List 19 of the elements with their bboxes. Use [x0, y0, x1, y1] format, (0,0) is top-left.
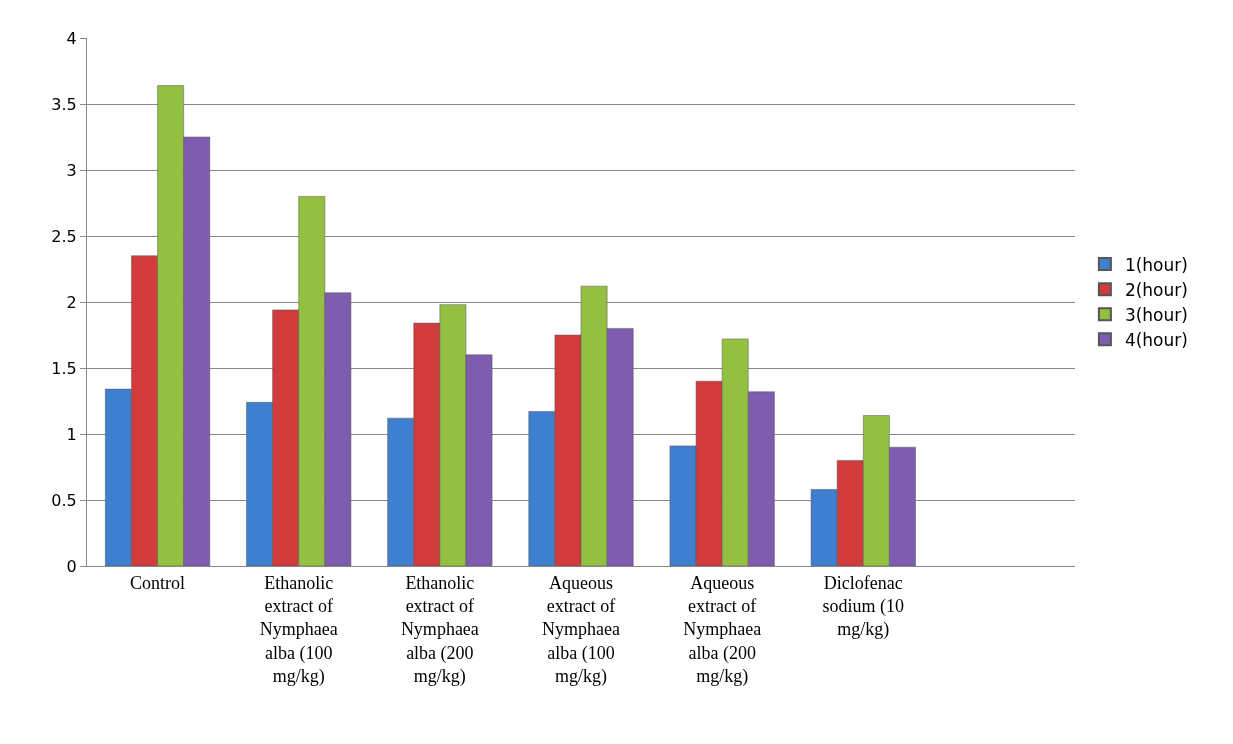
y-tick-label: 3	[66, 160, 77, 180]
y-tick-label: 2	[66, 292, 77, 312]
y-tick-label: 2.5	[51, 226, 77, 246]
legend-label: 3(hour)	[1124, 304, 1188, 325]
x-tick-label: Diclofenac sodium (10 mg/kg)	[822, 572, 905, 641]
y-tick-label: 0.5	[51, 490, 77, 510]
x-tick-label: Ethanolic extract of Nymphaea alba (100 mg/kg)	[259, 572, 338, 688]
x-tick-label: Control	[130, 572, 186, 593]
x-tick-label: Aqueous extract of Nymphaea alba (200 mg/kg)	[683, 572, 762, 688]
y-tick-label: 1	[66, 424, 77, 444]
x-tick-label: Ethanolic extract of Nymphaea alba (200 mg/kg)	[400, 572, 479, 688]
y-tick-label: 3.5	[51, 94, 77, 114]
legend-label: 4(hour)	[1124, 329, 1188, 350]
y-tick-label: 1.5	[51, 358, 77, 378]
legend-label: 2(hour)	[1124, 279, 1188, 300]
legend-label: 1(hour)	[1124, 254, 1188, 275]
y-tick-label: 4	[66, 28, 77, 48]
y-tick-label: 0	[66, 556, 77, 576]
x-tick-label: Aqueous extract of Nymphaea alba (100 mg/kg)	[542, 572, 620, 688]
